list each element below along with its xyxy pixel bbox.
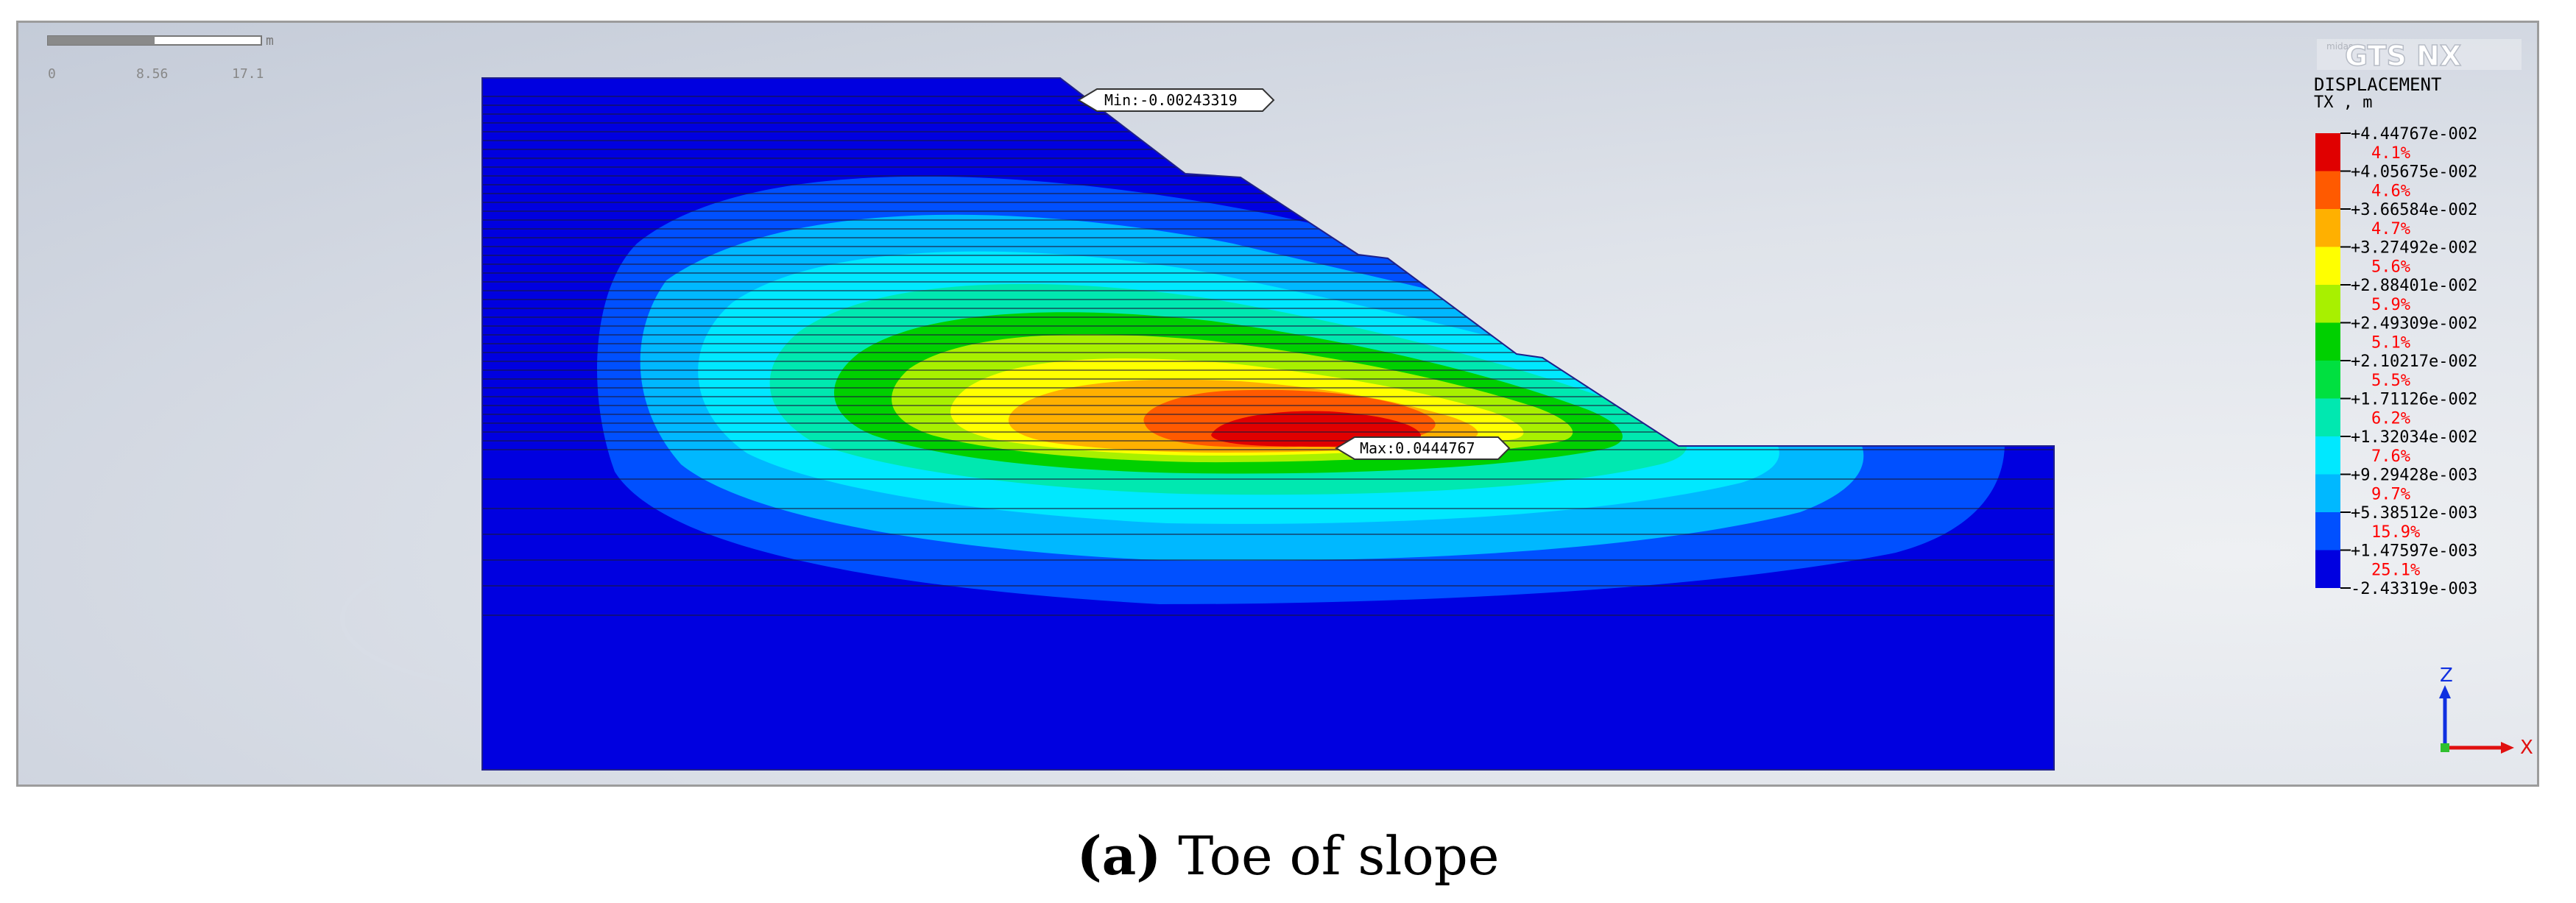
caption-letter: (a) [1076, 824, 1162, 887]
min-marker: Min:-0.00243319 [1077, 88, 1275, 112]
legend-percent-0: 4.1% [2371, 144, 2410, 163]
scale-tick-1: 8.56 [136, 66, 168, 82]
legend-percent-2: 4.7% [2371, 220, 2410, 238]
legend-percent-1: 4.6% [2371, 183, 2410, 201]
legend-swatch-6 [2315, 361, 2340, 399]
axis-z-label: Z [2440, 665, 2453, 687]
legend-swatch-5 [2315, 322, 2340, 361]
scale-tick-2: 17.1 [232, 66, 264, 82]
legend-swatch-11 [2315, 550, 2340, 588]
legend-value-12: -2.43319e-003 [2351, 580, 2477, 598]
axis-triad: Z X [2439, 665, 2533, 759]
legend-swatch-9 [2315, 474, 2340, 512]
legend-swatch-8 [2315, 436, 2340, 475]
legend-value-10: +5.38512e-003 [2351, 504, 2477, 523]
scale-tick-0: 0 [48, 66, 56, 82]
legend-percent-6: 5.5% [2371, 372, 2410, 390]
legend-subtitle: TX , m [2314, 93, 2372, 112]
legend-swatch-3 [2315, 247, 2340, 285]
legend-value-2: +3.66584e-002 [2351, 201, 2477, 219]
legend-percent-10: 15.9% [2371, 523, 2420, 542]
max-marker-label: Max:0.0444767 [1360, 439, 1475, 457]
displacement-legend: DISPLACEMENT TX , m 4.1% 4.6% 4.7% 5.6% 5.9%… [2314, 74, 2477, 598]
slope-model[interactable] [482, 78, 2054, 770]
legend-value-3: +3.27492e-002 [2351, 239, 2477, 258]
legend-swatch-7 [2315, 398, 2340, 436]
legend-value-9: +9.29428e-003 [2351, 467, 2477, 485]
legend-swatch-1 [2315, 171, 2340, 209]
legend-value-4: +2.88401e-002 [2351, 277, 2477, 295]
legend-value-11: +1.47597e-003 [2351, 542, 2477, 561]
slope-outline [481, 77, 2055, 771]
figure-caption: (a) Toe of slope [0, 824, 2576, 887]
legend-percent-5: 5.1% [2371, 334, 2410, 353]
legend-percent-9: 9.7% [2371, 486, 2410, 504]
legend-percent-3: 5.6% [2371, 258, 2410, 277]
legend-percent-8: 7.6% [2371, 447, 2410, 466]
legend-value-8: +1.32034e-002 [2351, 428, 2477, 447]
legend-value-7: +1.71126e-002 [2351, 391, 2477, 409]
legend-value-5: +2.49309e-002 [2351, 315, 2477, 333]
scale-bar: m 0 8.56 17.1 [47, 33, 274, 82]
min-marker-label: Min:-0.00243319 [1104, 91, 1238, 109]
max-marker: Max:0.0444767 [1335, 436, 1511, 460]
legend-swatch-4 [2315, 285, 2340, 323]
legend-percent-11: 25.1% [2371, 562, 2420, 580]
model-viewport[interactable]: m 0 8.56 17.1 Min:-0.00243319 Max:0.0444… [16, 21, 2539, 787]
legend-title: DISPLACEMENT [2314, 74, 2441, 95]
legend-value-0: +4.44767e-002 [2351, 125, 2477, 144]
legend-swatch-0 [2315, 133, 2340, 171]
svg-text:midas: midas [2326, 41, 2353, 52]
legend-percent-7: 6.2% [2371, 410, 2410, 428]
legend-swatch-10 [2315, 512, 2340, 550]
legend-value-1: +4.05675e-002 [2351, 163, 2477, 182]
scale-unit: m [266, 33, 274, 49]
axis-x-label: X [2520, 737, 2533, 759]
caption-text: Toe of slope [1161, 825, 1500, 887]
legend-swatch-2 [2315, 209, 2340, 247]
legend-value-6: +2.10217e-002 [2351, 353, 2477, 371]
legend-percent-4: 5.9% [2371, 296, 2410, 314]
svg-text:GTS NX: GTS NX [2345, 40, 2461, 72]
gts-nx-logo: midas GTS NX [2317, 39, 2522, 73]
